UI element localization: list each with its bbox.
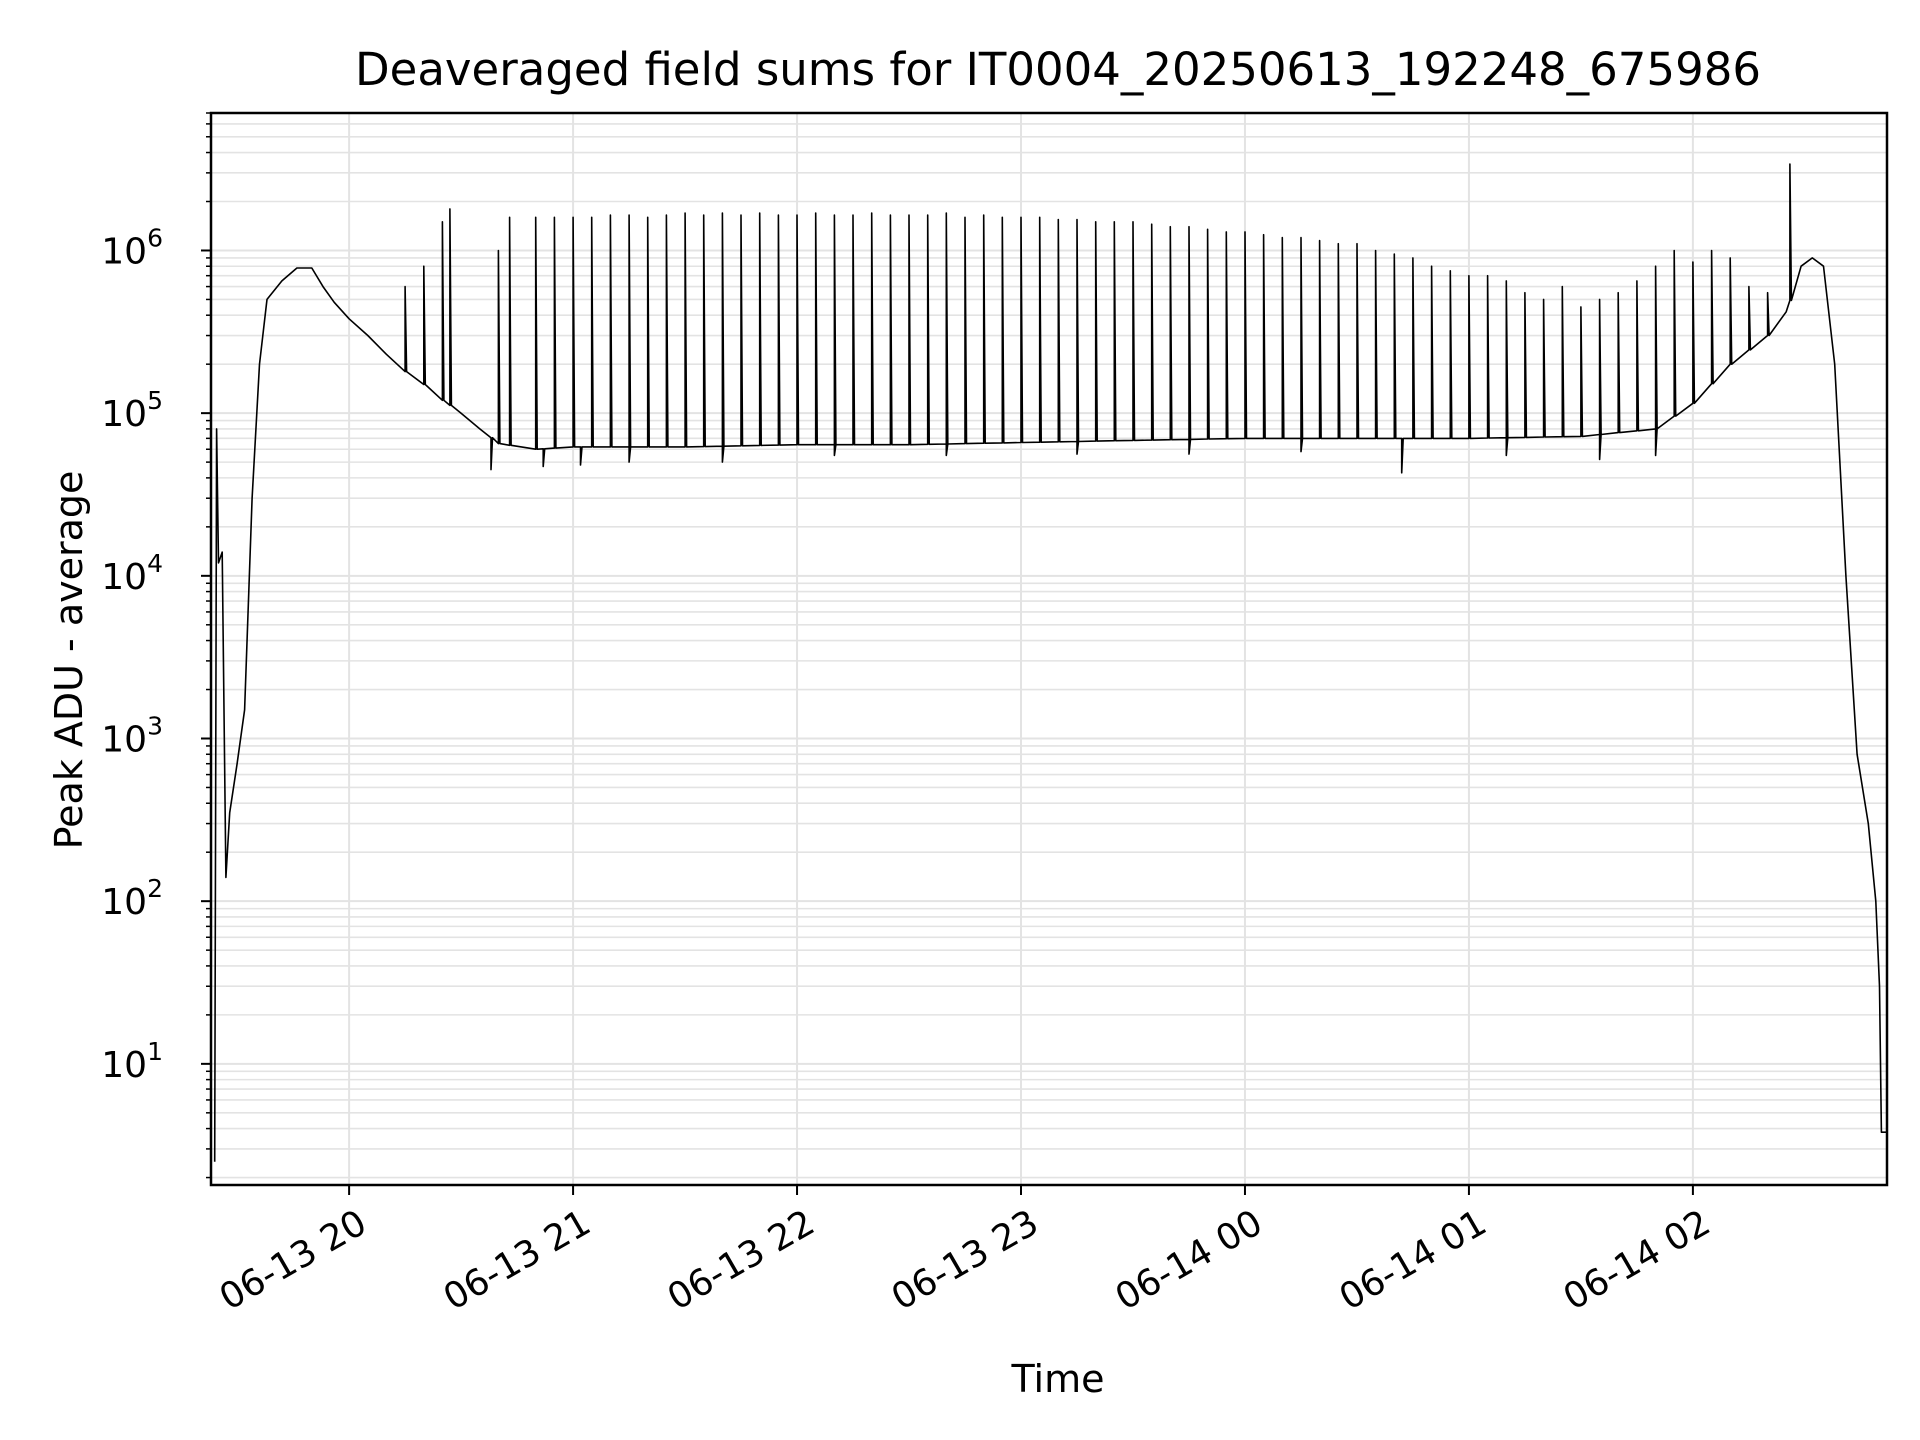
y-tick-exponent: 3 xyxy=(147,712,163,741)
y-tick-exponent: 6 xyxy=(147,223,163,252)
y-tick-label: 104 xyxy=(101,549,163,598)
y-tick-base: 10 xyxy=(101,1045,147,1086)
grid-lines xyxy=(211,112,1887,1185)
y-tick-exponent: 5 xyxy=(147,386,163,415)
y-tick-base: 10 xyxy=(101,231,147,272)
y-tick-exponent: 2 xyxy=(147,874,163,903)
series-line xyxy=(213,163,1887,1162)
y-tick-base: 10 xyxy=(101,394,147,435)
y-tick-exponent: 1 xyxy=(147,1037,163,1066)
y-tick-base: 10 xyxy=(101,557,147,598)
y-tick-label: 106 xyxy=(101,223,163,272)
y-tick-base: 10 xyxy=(101,720,147,761)
y-tick-label: 101 xyxy=(101,1037,163,1086)
axes-frame xyxy=(209,111,1889,1187)
y-tick-label: 102 xyxy=(101,874,163,923)
y-tick-exponent: 4 xyxy=(147,549,163,578)
y-tick-base: 10 xyxy=(101,882,147,923)
y-tick-label: 103 xyxy=(101,712,163,761)
y-tick-label: 105 xyxy=(101,386,163,435)
chart-title: Deaveraged field sums for IT0004_2025061… xyxy=(355,43,1761,96)
series-layer xyxy=(213,163,1887,1162)
x-axis-label: Time xyxy=(1011,1357,1105,1401)
y-axis-label: Peak ADU - average xyxy=(47,471,91,850)
